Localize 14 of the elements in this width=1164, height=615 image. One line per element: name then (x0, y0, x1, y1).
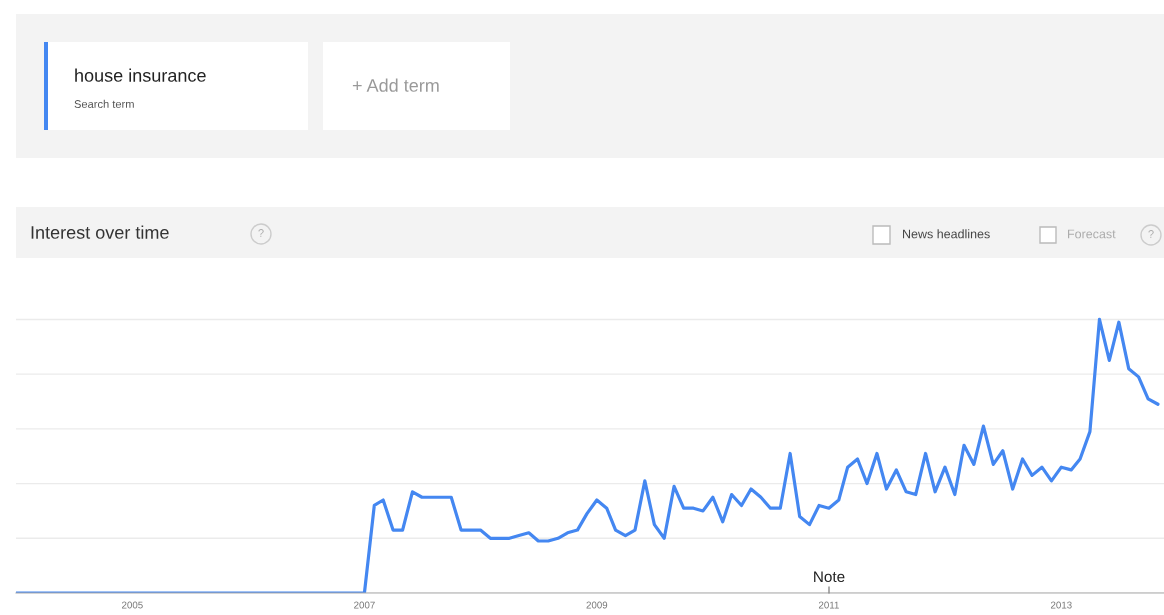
text: ? (1148, 230, 1154, 238)
x-tick-label: 2009 (586, 601, 608, 609)
text: + Add term (352, 78, 439, 92)
x-tick-label: 2013 (1050, 601, 1072, 609)
x-tick-label: 2005 (122, 601, 143, 609)
text: Forecast (1068, 229, 1116, 239)
x-tick-label: 2007 (354, 601, 375, 609)
x-tick-label: 2011 (818, 601, 839, 609)
text: ? (258, 229, 264, 237)
text: Search term (74, 99, 134, 108)
text: house insurance (75, 68, 206, 82)
chart-title: Interest over time (31, 225, 169, 239)
annotation: Note (814, 571, 845, 583)
text: News headlines (903, 229, 990, 239)
